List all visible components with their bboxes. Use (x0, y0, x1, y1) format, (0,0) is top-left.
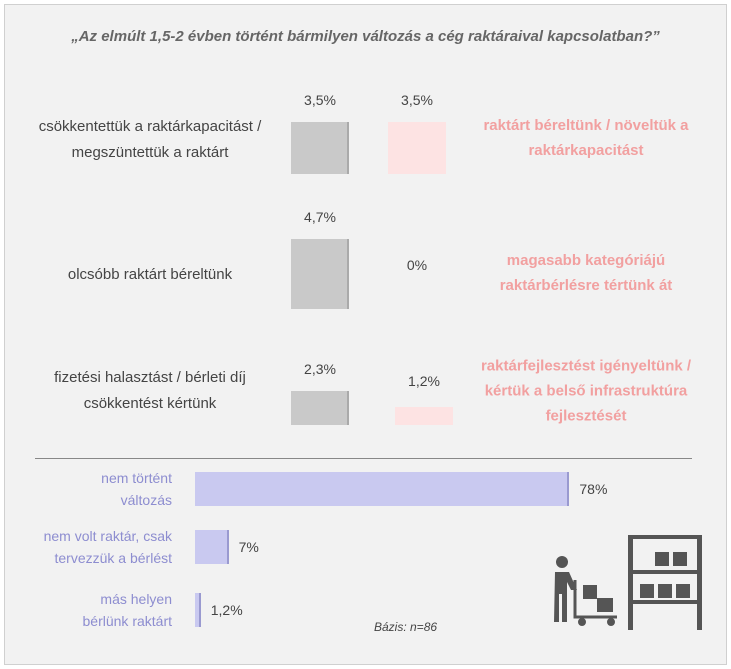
category-label: fizetési halasztást / bérleti díj csökke… (54, 369, 246, 412)
bar (195, 593, 201, 627)
note: Bázis: n=86 (374, 620, 438, 634)
column (388, 121, 446, 174)
value-label: 3,5% (304, 91, 336, 108)
category-label: nem történt változás (101, 470, 172, 508)
column (291, 390, 349, 425)
column (291, 121, 349, 174)
value-label: 2,3% (304, 360, 336, 377)
right-label: magasabb kategóriájú raktárbérlésre tért… (499, 252, 673, 294)
category-label: más helyen bérlünk raktárt (82, 591, 172, 629)
title: „Az elmúlt 1,5-2 évben történt bármilyen… (71, 28, 660, 45)
value-label: 78% (579, 481, 608, 497)
value-label: 1,2% (210, 602, 243, 618)
value-label: 0% (406, 257, 428, 273)
separator (35, 458, 692, 459)
category-label: csökkentettük a raktárkapacitást / megsz… (38, 118, 262, 161)
value-label: 7% (238, 539, 259, 555)
bar (195, 530, 229, 564)
warehouse-icon (554, 535, 702, 630)
right-label: raktárfejlesztést igényeltünk / kértük a… (480, 357, 692, 425)
value-label: 1,2% (408, 373, 440, 389)
value-label: 4,7% (304, 208, 336, 225)
right-label: raktárt béreltünk / növeltük a raktárkap… (483, 117, 689, 159)
column (395, 407, 453, 425)
column (291, 238, 349, 309)
category-label: olcsóbb raktárt béreltünk (67, 266, 233, 283)
panel (4, 4, 727, 665)
bar (195, 472, 570, 506)
category-label: nem volt raktár, csak tervezzük a bérlés… (43, 528, 172, 566)
value-label: 3,5% (401, 91, 433, 108)
